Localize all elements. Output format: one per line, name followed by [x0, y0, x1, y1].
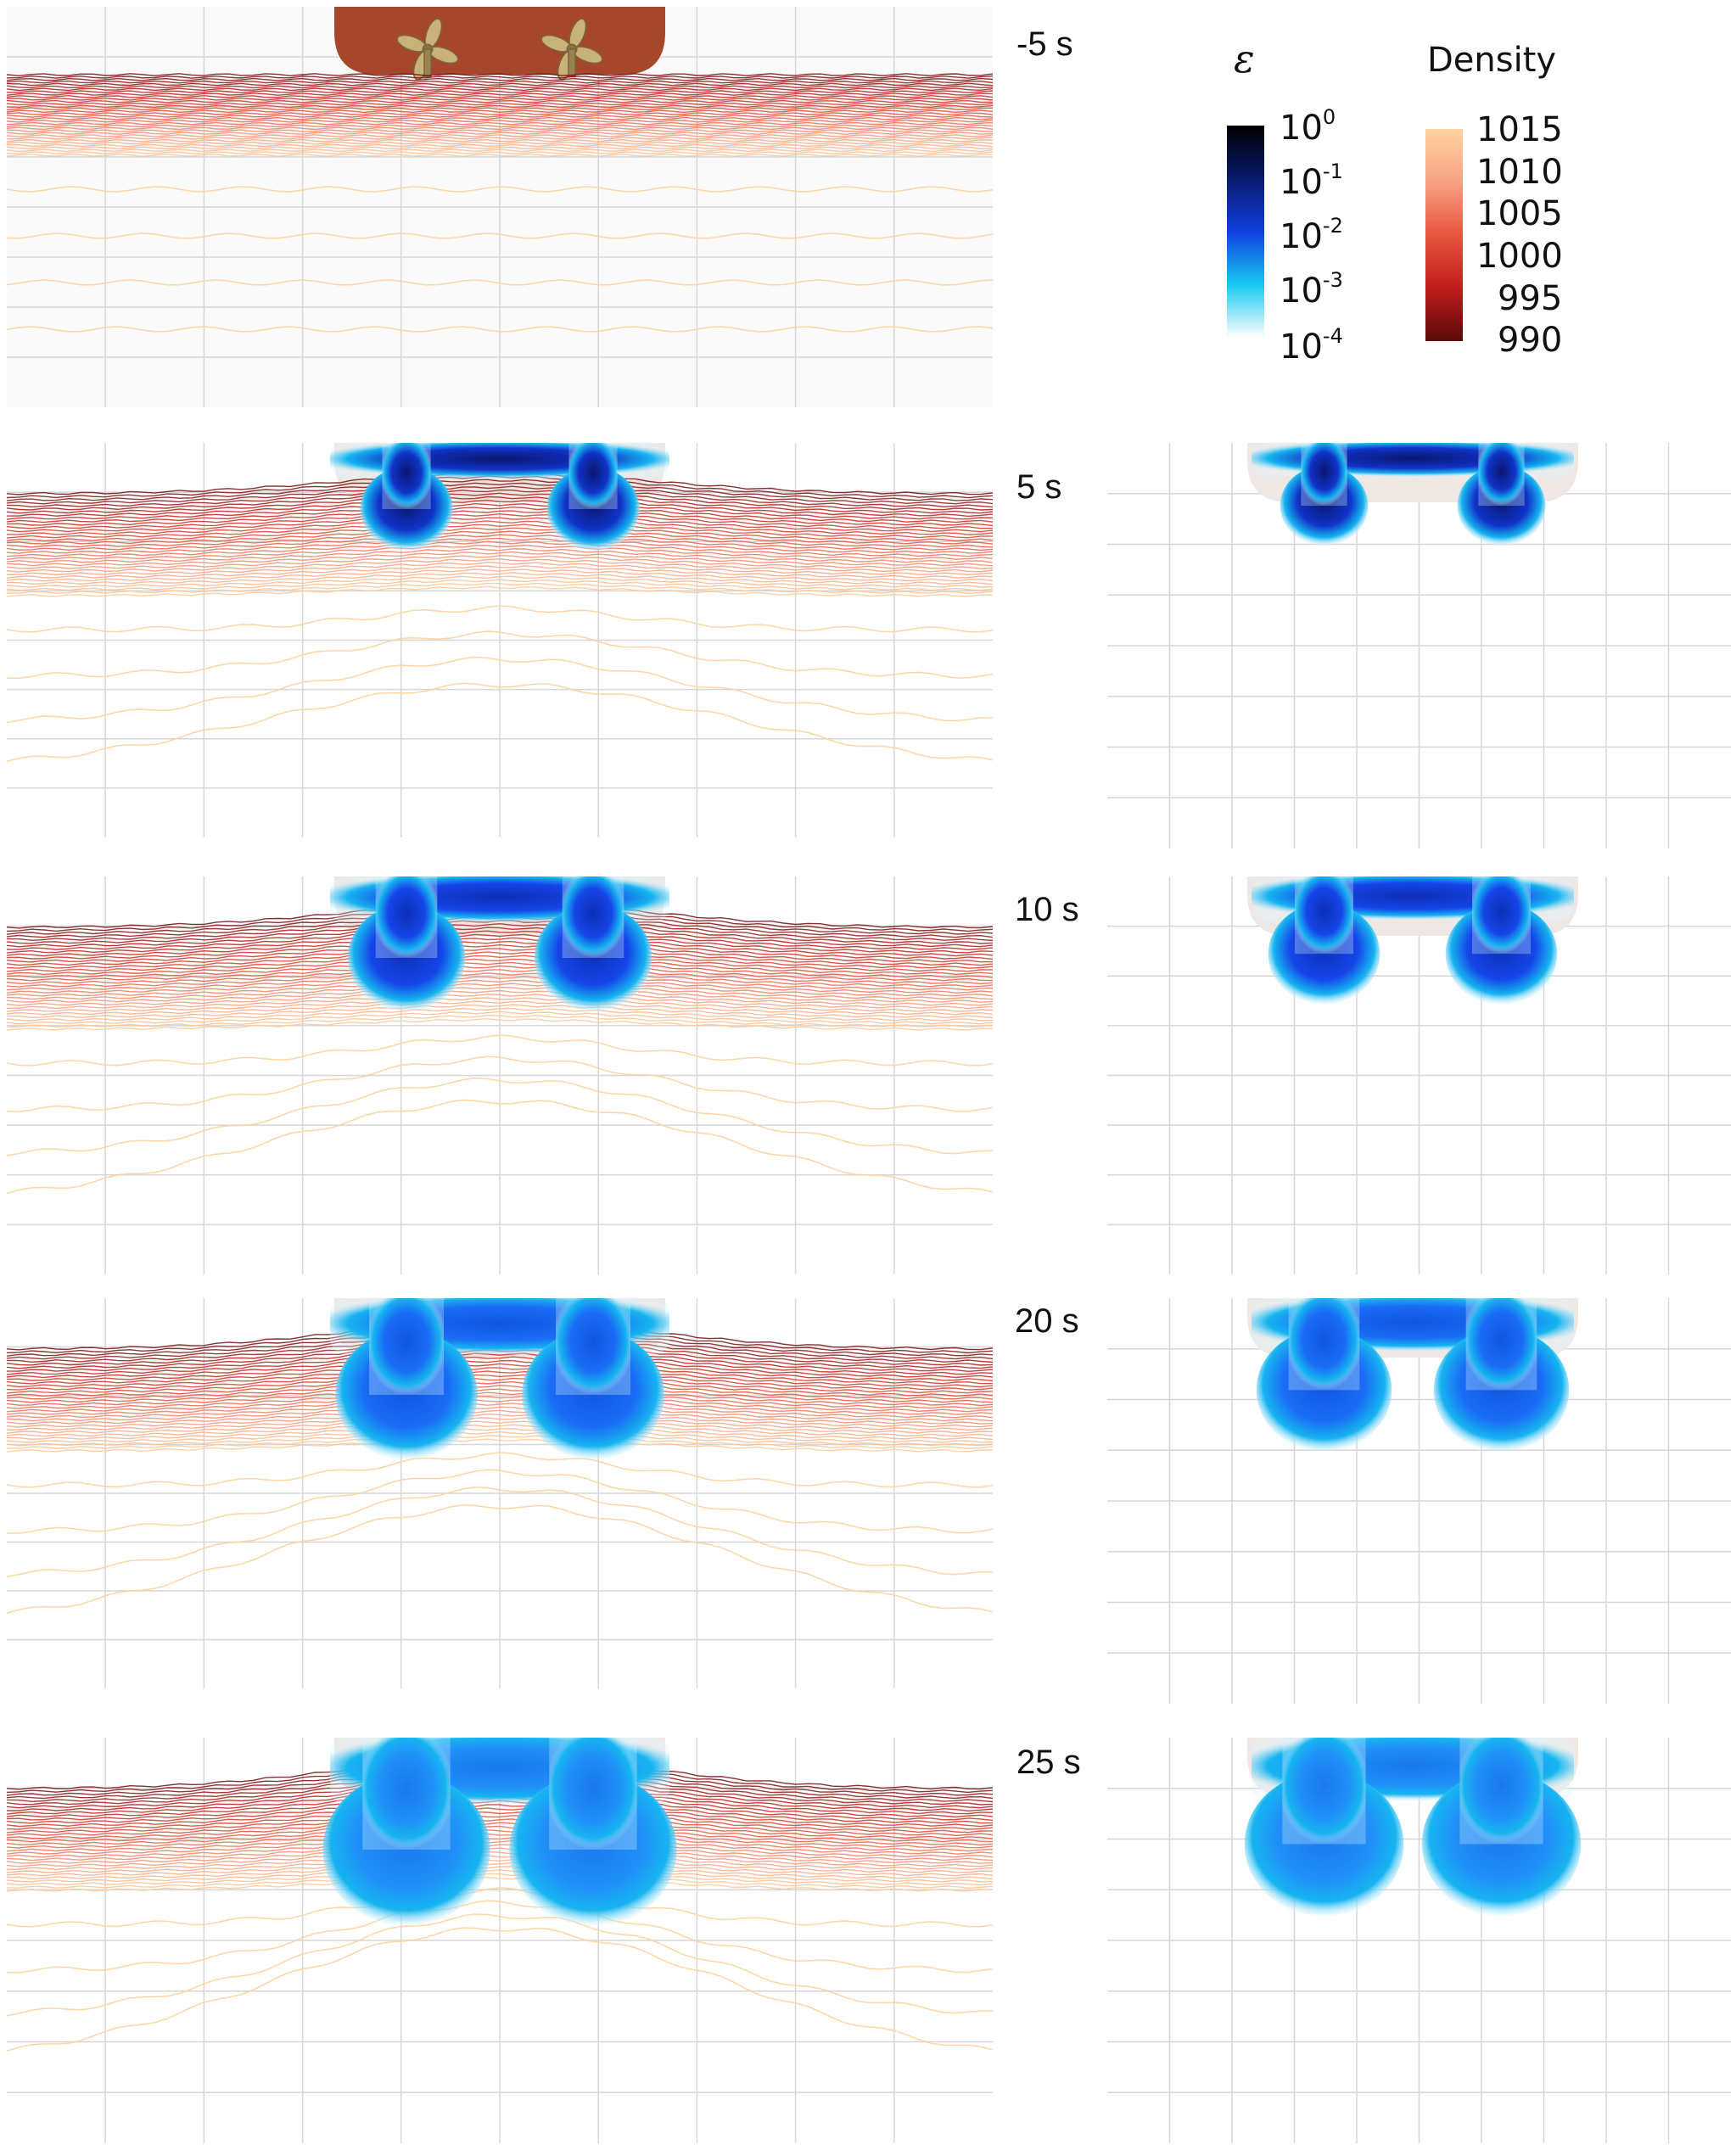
- epsilon-colorbar-title: ε: [1234, 36, 1255, 81]
- density-panel-25s: [7, 1738, 993, 2143]
- hull-shape: [334, 7, 665, 75]
- density-contours: [7, 472, 993, 763]
- density-colorbar: [1425, 129, 1463, 341]
- density-colorbar-title: Density: [1427, 41, 1557, 80]
- time-label-25s: 25 s: [1016, 1744, 1081, 1781]
- density-tick-990: 990: [1498, 321, 1563, 360]
- epsilon-panel-5s: [1107, 443, 1731, 848]
- turbulence-plume: [1252, 876, 1574, 1005]
- turbulence-plume: [330, 876, 669, 1011]
- turbulence-plume: [322, 1738, 677, 1926]
- epsilon-tick-3: 10-3: [1280, 268, 1343, 311]
- epsilon-tick-0: 100: [1280, 105, 1336, 148]
- density-tick-1000: 1000: [1476, 237, 1563, 276]
- epsilon-panel-20s: [1107, 1298, 1731, 1704]
- turbulence-plume: [1252, 443, 1574, 546]
- epsilon-colorbar: [1227, 126, 1264, 338]
- density-contours: [7, 1320, 993, 1615]
- epsilon-tick-1: 10-1: [1280, 160, 1343, 202]
- time-label-5s: 5 s: [1016, 468, 1062, 506]
- epsilon-panel-10s: [1107, 876, 1731, 1274]
- turbulence-plume: [330, 1298, 669, 1459]
- density-tick-995: 995: [1498, 279, 1563, 318]
- density-panel-minus5s: [7, 7, 993, 407]
- time-label-20s: 20 s: [1015, 1302, 1079, 1340]
- time-label-minus5s: -5 s: [1016, 25, 1073, 63]
- density-tick-1015: 1015: [1476, 110, 1563, 149]
- grid-lines: [1107, 876, 1731, 1274]
- epsilon-tick-2: 10-2: [1280, 214, 1343, 256]
- epsilon-tick-4: 10-4: [1280, 324, 1343, 367]
- propeller-icon: [396, 18, 459, 81]
- propeller-icon: [540, 18, 603, 81]
- density-panel-10s: [7, 876, 993, 1274]
- grid-lines: [1107, 1298, 1731, 1704]
- turbulence-plume: [330, 443, 669, 551]
- density-tick-1010: 1010: [1476, 153, 1563, 192]
- turbulence-plume: [1244, 1738, 1582, 1917]
- grid-lines: [1107, 443, 1731, 848]
- time-label-10s: 10 s: [1015, 891, 1079, 928]
- density-contours: [7, 73, 993, 333]
- density-panel-20s: [7, 1298, 993, 1688]
- density-tick-1005: 1005: [1476, 194, 1563, 233]
- grid-lines: [7, 1738, 993, 2143]
- density-panel-5s: [7, 443, 993, 837]
- turbulence-plume: [1252, 1298, 1574, 1452]
- epsilon-panel-25s: [1107, 1738, 1731, 2143]
